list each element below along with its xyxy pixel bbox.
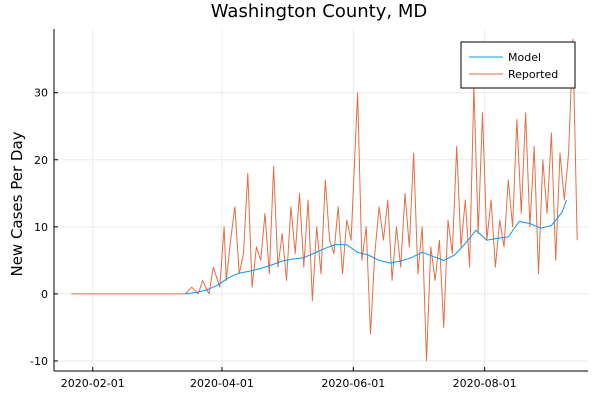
series-line-model [185,199,567,295]
y-tick-label: 20 [34,154,48,167]
tick-layer: 2020-02-01 2020-04-01 2020-06-01 2020-08-01… [30,87,517,390]
x-tick-label: 2020-06-01 [321,377,385,390]
legend-box [460,41,576,89]
series-layer [71,38,578,362]
y-axis-label: New Cases Per Day [8,131,26,276]
y-tick-label: 10 [34,221,48,234]
y-tick-label: -10 [30,355,48,368]
chart-title: Washington County, MD [211,1,427,22]
x-tick-label: 2020-02-01 [61,377,125,390]
legend: Model Reported [460,41,576,89]
x-tick-label: 2020-08-01 [453,377,517,390]
y-tick-label: 0 [41,288,48,301]
legend-label-reported: Reported [508,68,558,81]
legend-label-model: Model [508,51,541,64]
series-line-reported [71,38,578,362]
y-tick-label: 30 [34,87,48,100]
x-tick-label: 2020-04-01 [190,377,254,390]
